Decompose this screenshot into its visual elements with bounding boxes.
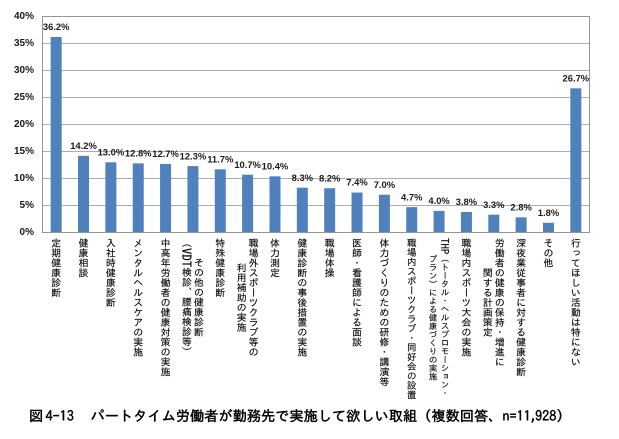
svg-text:14.2%: 14.2%	[70, 140, 97, 151]
svg-text:12.7%: 12.7%	[152, 148, 179, 159]
svg-text:0%: 0%	[20, 227, 35, 238]
svg-text:7.0%: 7.0%	[374, 179, 396, 190]
svg-text:36.2%: 36.2%	[43, 21, 70, 32]
svg-text:1.8%: 1.8%	[538, 207, 560, 218]
svg-text:25%: 25%	[14, 92, 34, 103]
svg-text:4.0%: 4.0%	[428, 195, 450, 206]
svg-text:20%: 20%	[14, 119, 34, 130]
svg-text:10%: 10%	[14, 173, 34, 184]
svg-text:4.7%: 4.7%	[401, 191, 423, 202]
svg-text:8.3%: 8.3%	[292, 172, 314, 183]
svg-text:12.3%: 12.3%	[180, 150, 207, 161]
svg-text:30%: 30%	[14, 65, 34, 76]
svg-text:2.8%: 2.8%	[510, 202, 532, 213]
svg-text:10.7%: 10.7%	[234, 159, 261, 170]
svg-text:26.7%: 26.7%	[563, 73, 590, 84]
svg-text:35%: 35%	[14, 38, 34, 49]
svg-text:5%: 5%	[20, 200, 35, 211]
svg-text:10.4%: 10.4%	[262, 161, 289, 172]
svg-text:40%: 40%	[14, 11, 34, 22]
svg-text:15%: 15%	[14, 146, 34, 157]
svg-text:12.8%: 12.8%	[125, 148, 152, 159]
svg-text:3.3%: 3.3%	[483, 199, 505, 210]
svg-text:7.4%: 7.4%	[346, 177, 368, 188]
svg-text:13.0%: 13.0%	[98, 147, 125, 158]
svg-text:8.2%: 8.2%	[319, 172, 341, 183]
svg-text:11.7%: 11.7%	[207, 154, 234, 165]
svg-text:3.8%: 3.8%	[456, 196, 478, 207]
